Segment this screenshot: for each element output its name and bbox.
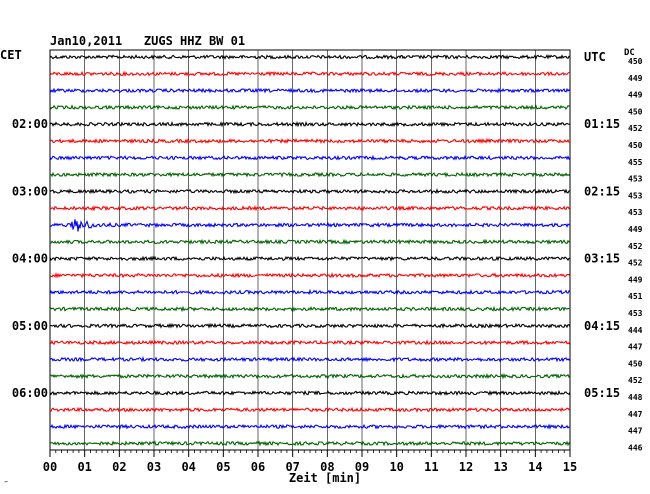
trace-line bbox=[49, 204, 571, 212]
trace-line bbox=[49, 322, 571, 329]
dc-value: 453 bbox=[628, 175, 643, 184]
utc-time-label: UTC bbox=[584, 50, 606, 64]
dc-offset-column: 450 449 449 450 452 450 455 453 453 453 449 452 452 4… bbox=[628, 57, 643, 452]
cet-time-label: 04:00 bbox=[12, 252, 48, 266]
dc-value: 453 bbox=[628, 208, 643, 217]
tick-label: 09 bbox=[355, 460, 369, 474]
tick-label: 11 bbox=[424, 460, 438, 474]
dc-value: 447 bbox=[628, 343, 643, 352]
utc-time-labels: UTC 01:15 02:15 03:15 04:15 05:15 bbox=[584, 50, 620, 400]
trace-line bbox=[49, 440, 571, 447]
trace-line bbox=[49, 423, 571, 430]
trace-line bbox=[49, 171, 571, 178]
utc-time-label: 02:15 bbox=[584, 184, 620, 198]
tick-label: 03 bbox=[147, 460, 161, 474]
trace-line bbox=[49, 70, 570, 77]
cet-time-label: 05:00 bbox=[12, 319, 48, 333]
tick-label: 13 bbox=[493, 460, 507, 474]
chart-title: Jan10,2011 ZUGS HHZ BW 01 bbox=[50, 34, 246, 48]
dc-value: 452 bbox=[628, 259, 643, 268]
tick-label: 12 bbox=[459, 460, 473, 474]
trace-line bbox=[49, 120, 571, 128]
plot-frame bbox=[49, 49, 571, 451]
trace-line bbox=[49, 154, 571, 161]
tick-label: 00 bbox=[43, 460, 57, 474]
x-axis-label: Zeit [min] bbox=[288, 471, 362, 485]
tick-label: 14 bbox=[528, 460, 542, 474]
dc-value: 452 bbox=[628, 376, 643, 385]
trace-line bbox=[49, 188, 571, 195]
trace-line bbox=[49, 238, 571, 245]
corner-mark: ‴ bbox=[4, 480, 9, 488]
tick-label: 08 bbox=[320, 460, 334, 474]
trace-line bbox=[49, 104, 571, 111]
seismic-traces bbox=[49, 54, 571, 447]
utc-time-label: 01:15 bbox=[584, 117, 620, 131]
tick-label: 01 bbox=[77, 460, 91, 474]
dc-value: 450 bbox=[628, 359, 643, 368]
tick-label: 07 bbox=[285, 460, 299, 474]
tick-label: 06 bbox=[251, 460, 265, 474]
utc-time-label: 05:15 bbox=[584, 386, 620, 400]
dc-header: DC bbox=[624, 48, 635, 58]
trace-line bbox=[49, 54, 571, 60]
dc-value: 449 bbox=[628, 275, 643, 284]
cet-time-label: 02:00 bbox=[12, 117, 48, 131]
cet-time-label: 06:00 bbox=[12, 386, 48, 400]
dc-value: 453 bbox=[628, 309, 643, 318]
dc-value: 444 bbox=[628, 326, 643, 335]
tick-label: 05 bbox=[216, 460, 230, 474]
dc-value: 452 bbox=[628, 124, 643, 133]
trace-line bbox=[49, 372, 571, 380]
dc-value: 449 bbox=[628, 91, 643, 100]
trace-line bbox=[49, 356, 571, 363]
trace-line bbox=[49, 255, 570, 262]
cet-zone-label: CET bbox=[0, 48, 22, 62]
dc-value: 447 bbox=[628, 410, 643, 419]
trace-line bbox=[49, 389, 571, 396]
dc-value: 450 bbox=[628, 57, 643, 66]
dc-value: 452 bbox=[628, 242, 643, 251]
tick-label: 15 bbox=[563, 460, 577, 474]
dc-value: 446 bbox=[628, 443, 643, 452]
x-axis: 00 01 02 03 04 05 06 07 08 09 10 11 12 13 14 15 bbox=[43, 450, 577, 474]
dc-value: 450 bbox=[628, 107, 643, 116]
trace-line bbox=[49, 406, 571, 413]
dc-value: 449 bbox=[628, 74, 643, 83]
cet-time-labels: 02:00 03:00 04:00 05:00 06:00 bbox=[12, 117, 48, 400]
tick-label: 04 bbox=[181, 460, 195, 474]
cet-time-label: 03:00 bbox=[12, 184, 48, 198]
trace-line bbox=[49, 137, 571, 145]
tick-label: 10 bbox=[389, 460, 403, 474]
utc-time-label: 03:15 bbox=[584, 252, 620, 266]
dc-value: 453 bbox=[628, 191, 643, 200]
minute-grid bbox=[49, 49, 571, 451]
utc-time-label: 04:15 bbox=[584, 319, 620, 333]
dc-value: 455 bbox=[628, 158, 643, 167]
trace-line bbox=[49, 87, 571, 94]
dc-value: 449 bbox=[628, 225, 643, 234]
trace-line bbox=[50, 219, 571, 232]
trace-line bbox=[49, 272, 571, 279]
dc-value: 447 bbox=[628, 427, 643, 436]
trace-line bbox=[49, 288, 571, 296]
dc-value: 451 bbox=[628, 292, 643, 301]
trace-line bbox=[49, 339, 571, 346]
tick-label: 02 bbox=[112, 460, 126, 474]
dc-value: 450 bbox=[628, 141, 643, 150]
trace-line bbox=[49, 305, 571, 313]
dc-value: 448 bbox=[628, 393, 643, 402]
